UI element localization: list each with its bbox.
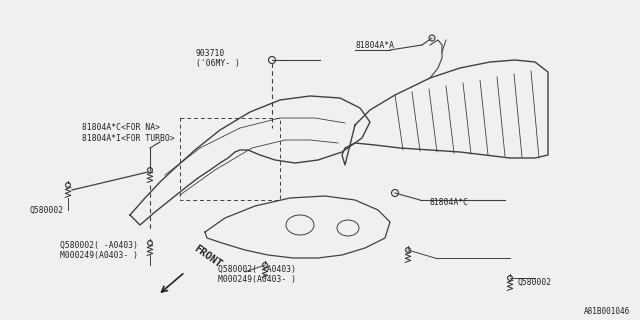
- Text: 81804A*A: 81804A*A: [355, 41, 394, 50]
- Text: Q580002( -A0403): Q580002( -A0403): [218, 265, 296, 274]
- Text: Q580002( -A0403): Q580002( -A0403): [60, 241, 138, 250]
- Text: M000249(A0403- ): M000249(A0403- ): [60, 251, 138, 260]
- Text: 81804A*I<FOR TURBO>: 81804A*I<FOR TURBO>: [82, 134, 175, 143]
- Text: Q580002: Q580002: [30, 206, 64, 215]
- Text: M000249(A0403- ): M000249(A0403- ): [218, 275, 296, 284]
- Text: A81B001046: A81B001046: [584, 307, 630, 316]
- Text: 81804A*C: 81804A*C: [430, 198, 469, 207]
- Text: ('06MY- ): ('06MY- ): [196, 59, 240, 68]
- Text: 81804A*C<FOR NA>: 81804A*C<FOR NA>: [82, 123, 160, 132]
- Text: Q580002: Q580002: [518, 278, 552, 287]
- Text: FRONT: FRONT: [192, 244, 223, 270]
- Text: 903710: 903710: [196, 49, 225, 58]
